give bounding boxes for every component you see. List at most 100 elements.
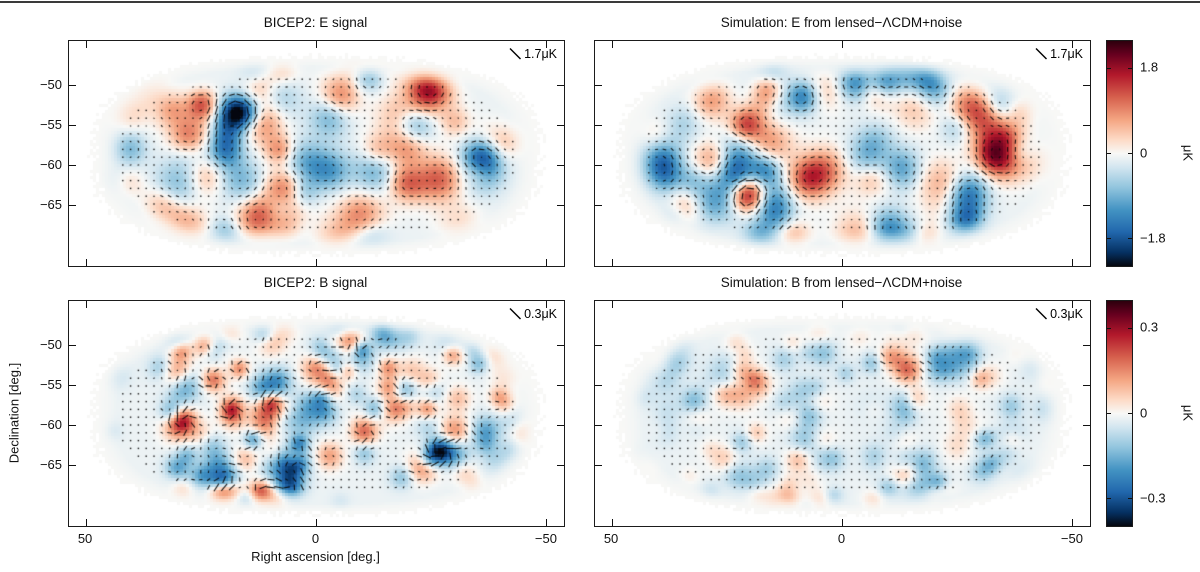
scale-vector-label: 0.3μK [524,306,557,321]
colorbar-tick [1128,327,1132,329]
y-axis-title: Declination [deg.] [6,362,22,463]
x-axis-tick [546,301,548,308]
scale-vector-icon [1035,48,1048,60]
x-axis-tick [316,301,317,308]
y-axis-tick [1083,205,1090,207]
x-axis-tick [842,41,843,48]
panel-bicep2_E: 1.7μK [68,40,565,267]
x-tick-label: −50 [1060,531,1083,546]
y-axis-tick [1083,85,1090,87]
scale-vector-annotation: 1.7μK [508,46,557,61]
x-axis-tick [85,259,87,266]
y-axis-tick [595,385,602,387]
y-axis-tick [1083,385,1090,387]
panel-title-sim_B: Simulation: B from lensed−ΛCDM+noise [720,275,963,290]
y-tick-label: −50 [39,76,62,92]
colorbar-tick [1107,413,1111,414]
x-tick-label: 0 [837,531,846,546]
map-canvas-bicep2_E [69,41,564,266]
x-axis-tick [842,519,843,526]
colorbar-tick-label: 0.3 [1140,319,1159,335]
y-axis-tick [1083,125,1090,127]
colorbar-tick-label: −0.3 [1140,490,1166,506]
x-axis-tick [611,259,613,266]
y-axis-tick [557,465,564,467]
x-axis-tick [611,519,613,526]
colorbar-tick [1107,238,1111,240]
y-axis-tick [1083,345,1090,347]
x-axis-tick [611,41,613,48]
y-axis-tick [595,425,602,427]
colorbar-tick [1128,498,1132,500]
scale-vector-label: 0.3μK [1050,306,1083,321]
panel-sim_E: 1.7μK [594,40,1091,267]
y-axis-tick [595,345,602,347]
y-axis-tick [557,205,564,207]
y-axis-tick [595,85,602,87]
y-tick-label: −55 [39,376,62,392]
x-axis-tick [546,259,548,266]
y-axis-tick [557,165,564,167]
panel-title-sim_E: Simulation: E from lensed−ΛCDM+noise [720,15,963,30]
colorbar-tick-label: 1.8 [1140,59,1159,75]
panel-title-bicep2_E: BICEP2: E signal [263,15,368,30]
scale-vector-annotation: 0.3μK [508,306,557,321]
colorbar-unit-label: μK [1180,404,1196,421]
x-axis-tick [1072,259,1074,266]
colorbar-unit-label: μK [1180,144,1196,161]
scale-vector-icon [1035,308,1048,320]
y-tick-label: −55 [39,116,62,132]
scale-vector-icon [509,48,522,60]
x-axis-tick [1072,519,1074,526]
x-tick-label: −50 [534,531,557,546]
colorbar-tick [1107,498,1111,500]
x-axis-tick [546,41,548,48]
y-axis-tick [69,205,76,207]
colorbar-tick [1128,153,1132,154]
colorbar-tick [1107,67,1111,69]
colorbar-tick [1128,238,1132,240]
y-axis-tick [69,345,76,347]
y-tick-label: −60 [39,416,62,432]
scale-vector-label: 1.7μK [1050,46,1083,61]
colorbar-tick-label: −1.8 [1140,230,1166,246]
x-axis-tick [546,519,548,526]
y-axis-tick [69,425,76,427]
x-axis-tick [85,41,87,48]
x-axis-tick [1072,301,1074,308]
colorbar-row0 [1106,40,1133,267]
y-axis-tick [595,165,602,167]
x-axis-tick [85,301,87,308]
colorbar-row1 [1106,300,1133,527]
y-axis-tick [69,85,76,87]
y-axis-tick [595,465,602,467]
y-axis-tick [557,125,564,127]
y-axis-tick [69,465,76,467]
y-axis-tick [557,385,564,387]
y-tick-label: −50 [39,336,62,352]
x-axis-tick [316,259,317,266]
x-axis-tick [316,519,317,526]
page-top-rule [0,1,1200,3]
y-axis-tick [557,425,564,427]
x-axis-tick [85,519,87,526]
x-tick-label: 50 [77,531,93,546]
x-tick-label: 50 [603,531,619,546]
y-tick-label: −65 [39,456,62,472]
x-axis-tick [316,41,317,48]
y-axis-tick [69,165,76,167]
colorbar-tick [1107,327,1111,329]
y-axis-tick [69,385,76,387]
x-axis-title: Right ascension [deg.] [251,549,380,564]
y-axis-tick [557,85,564,87]
y-axis-tick [557,345,564,347]
y-tick-label: −65 [39,196,62,212]
map-canvas-bicep2_B [69,301,564,526]
y-axis-tick [595,205,602,207]
y-axis-tick [1083,165,1090,167]
scale-vector-label: 1.7μK [524,46,557,61]
colorbar-tick-label: 0 [1140,405,1148,420]
y-axis-tick [1083,425,1090,427]
x-axis-tick [1072,41,1074,48]
